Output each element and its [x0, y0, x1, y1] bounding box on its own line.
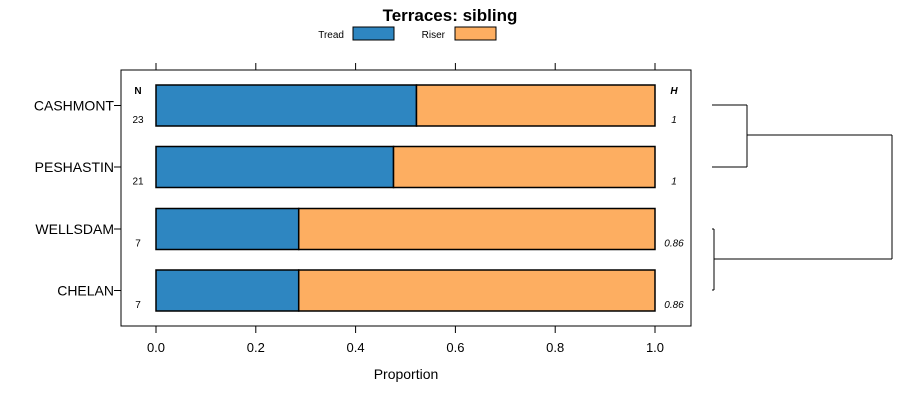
h-value-cashmont: 1	[671, 115, 677, 126]
n-header: N	[134, 86, 141, 97]
bar-wellsdam-tread	[155, 207, 300, 251]
bars-group	[155, 84, 656, 312]
annotations-group: N H 23 1 21 1 7 0.86 7 0.86	[132, 86, 684, 311]
bar-peshastin-riser	[392, 145, 656, 189]
h-value-chelan: 0.86	[664, 300, 684, 311]
x-tick-label-2: 0.4	[347, 340, 365, 355]
n-value-cashmont: 23	[132, 115, 144, 126]
legend-label-tread: Tread	[318, 30, 344, 41]
x-tick-label-4: 0.8	[546, 340, 564, 355]
h-header: H	[670, 86, 678, 97]
legend-swatch-riser	[454, 26, 497, 41]
n-value-wellsdam: 7	[135, 239, 141, 250]
legend: Tread Riser	[318, 26, 497, 41]
category-label-chelan: CHELAN	[57, 283, 114, 299]
n-value-chelan: 7	[135, 300, 141, 311]
h-value-wellsdam: 0.86	[664, 239, 684, 250]
category-label-peshastin: PESHASTIN	[35, 159, 114, 175]
n-value-peshastin: 21	[132, 177, 144, 188]
category-label-cashmont: CASHMONT	[34, 98, 115, 114]
legend-label-riser: Riser	[422, 30, 446, 41]
bar-chelan-riser	[297, 269, 656, 312]
bar-peshastin-tread	[155, 145, 395, 189]
x-tick-label-1: 0.2	[247, 340, 265, 355]
bar-chelan-tread	[155, 269, 300, 312]
x-tick-label-3: 0.6	[446, 340, 464, 355]
plot-panel	[120, 69, 692, 327]
h-value-peshastin: 1	[671, 177, 677, 188]
chart-title: Terraces: sibling	[383, 6, 518, 25]
category-label-wellsdam: WELLSDAM	[35, 221, 114, 237]
x-tick-label-0: 0.0	[147, 340, 165, 355]
bar-wellsdam-riser	[297, 207, 656, 251]
x-tick-label-5: 1.0	[646, 340, 664, 355]
bar-cashmont-tread	[155, 84, 418, 127]
x-axis: 0.0 0.2 0.4 0.6 0.8 1.0	[147, 63, 664, 355]
dendrogram	[712, 104, 893, 291]
legend-swatch-tread	[352, 26, 395, 41]
x-axis-title: Proportion	[374, 366, 439, 382]
bar-cashmont-riser	[415, 84, 656, 127]
y-axis: CASHMONT PESHASTIN WELLSDAM CHELAN	[34, 98, 121, 299]
